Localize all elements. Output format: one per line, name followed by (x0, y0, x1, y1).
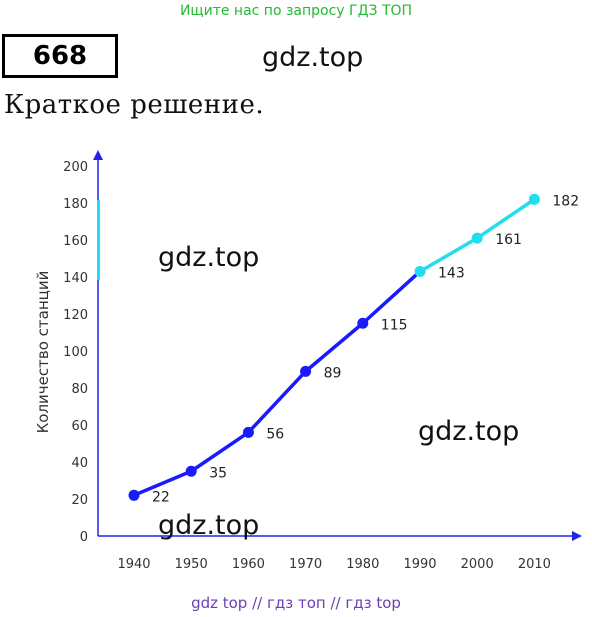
y-tick-label: 60 (71, 419, 88, 434)
y-tick-label: 20 (71, 493, 88, 508)
y-tick-label: 80 (71, 382, 88, 397)
data-point (357, 317, 369, 329)
data-labels: 22 35 56 89 115 143 161 182 (152, 193, 579, 505)
top-banner[interactable]: Ищите нас по запросу ГДЗ ТОП (179, 3, 413, 19)
line-segment (303, 321, 365, 374)
y-axis-title: Количество станций (34, 271, 52, 434)
data-line (132, 197, 537, 498)
data-point (185, 465, 197, 477)
x-tick-label: 1980 (346, 557, 379, 572)
y-tick-label: 200 (63, 160, 88, 175)
watermark: gdz.top (158, 510, 260, 541)
line-segment (189, 430, 251, 473)
data-point (128, 489, 140, 501)
y-tick-label: 160 (63, 234, 88, 249)
line-segment (475, 197, 537, 240)
line-segment (418, 236, 479, 274)
x-axis-ticks: 1940 1950 1960 1970 1980 1990 2000 2010 (117, 557, 550, 572)
y-axis-ticks: 0 20 40 60 80 100 120 140 160 180 200 (63, 160, 88, 545)
data-label: 161 (495, 232, 522, 248)
problem-number: 668 (2, 34, 118, 78)
data-label: 35 (209, 465, 227, 481)
line-segment (246, 369, 308, 435)
x-tick-label: 1950 (175, 557, 208, 572)
x-tick-label: 1940 (117, 557, 150, 572)
y-axis-highlight (97, 200, 100, 280)
data-label: 56 (266, 426, 284, 442)
data-point (242, 426, 254, 438)
data-label: 143 (438, 265, 465, 281)
data-points (128, 193, 540, 501)
y-tick-label: 180 (63, 197, 88, 212)
data-point (300, 365, 312, 377)
x-tick-label: 1970 (289, 557, 322, 572)
y-tick-label: 40 (71, 456, 88, 471)
y-tick-label: 120 (63, 308, 88, 323)
footer-links[interactable]: gdz top // гдз топ // гдз top (191, 594, 401, 612)
y-axis-arrow (93, 150, 103, 160)
solution-subtitle: Краткое решение. (4, 90, 265, 120)
x-tick-label: 2000 (461, 557, 494, 572)
watermark: gdz.top (418, 416, 520, 447)
data-label: 89 (324, 365, 342, 381)
data-label: 115 (381, 317, 408, 333)
x-tick-label: 1960 (232, 557, 265, 572)
data-label: 182 (552, 193, 579, 209)
line-segment (361, 269, 422, 325)
data-point (471, 232, 483, 244)
y-tick-label: 140 (63, 271, 88, 286)
x-axis-arrow (572, 531, 582, 541)
line-segment (132, 469, 193, 498)
data-point (414, 265, 426, 277)
watermark: gdz.top (158, 242, 260, 273)
data-label: 22 (152, 489, 170, 505)
y-tick-label: 100 (63, 345, 88, 360)
y-tick-label: 0 (80, 530, 88, 545)
x-tick-label: 1990 (403, 557, 436, 572)
data-point (528, 193, 540, 205)
watermark: gdz.top (262, 42, 364, 73)
x-tick-label: 2010 (518, 557, 551, 572)
